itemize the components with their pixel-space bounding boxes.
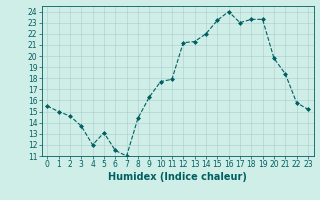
X-axis label: Humidex (Indice chaleur): Humidex (Indice chaleur) — [108, 172, 247, 182]
